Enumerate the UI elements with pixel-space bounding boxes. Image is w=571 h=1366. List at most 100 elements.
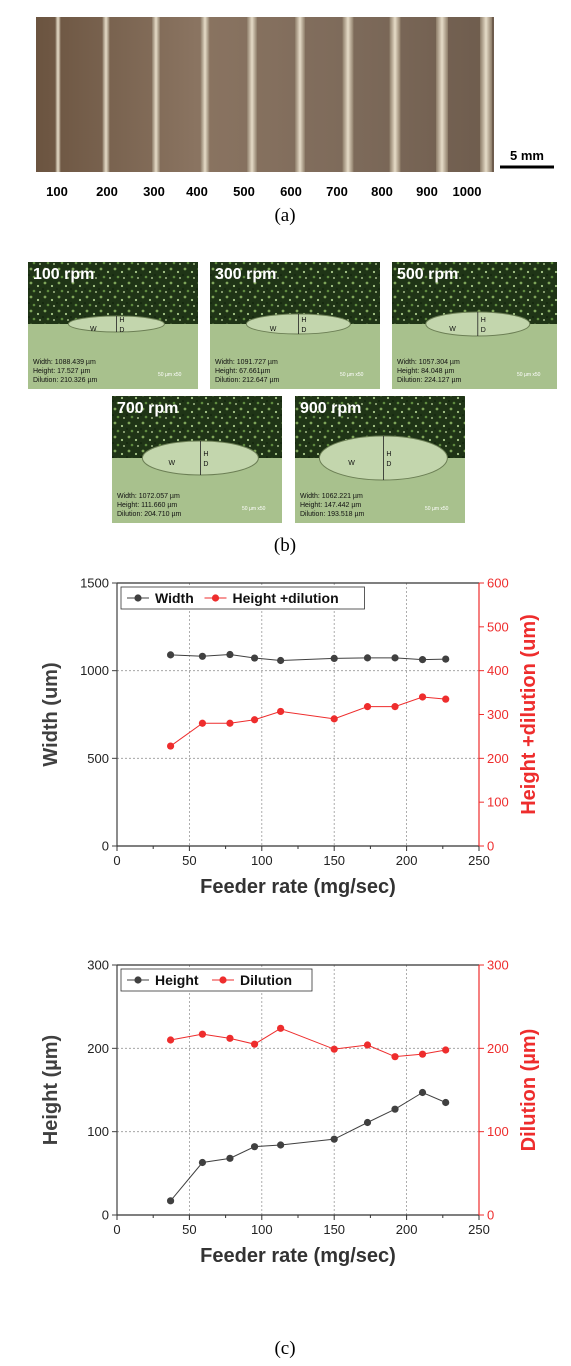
rpm-number-label: 1000 xyxy=(453,184,482,199)
x-tick-label: 0 xyxy=(113,1222,120,1237)
data-point xyxy=(363,703,372,711)
clad-beads xyxy=(55,17,492,172)
micrograph-measurement: Height: 147.442 µm xyxy=(300,502,361,509)
grid xyxy=(117,583,479,846)
y-tick-label-right: 0 xyxy=(487,1208,494,1223)
y-tick-label-right: 200 xyxy=(487,751,509,766)
micrograph-label: 900 rpm xyxy=(300,400,361,417)
clad-bead xyxy=(342,17,354,172)
y-tick-label-left: 0 xyxy=(102,839,109,854)
scale-bar-label: 5 mm xyxy=(510,148,544,163)
x-tick-label: 150 xyxy=(323,1222,345,1237)
data-point xyxy=(250,654,259,662)
y-tick-label-left: 300 xyxy=(87,958,109,973)
x-tick-label: 50 xyxy=(182,1222,196,1237)
y-tick-label-right: 100 xyxy=(487,795,509,810)
micrograph: 100 rpm HD W Width: 1088.439 µm Height: 17.5… xyxy=(28,262,198,389)
x-tick-label: 200 xyxy=(396,1222,418,1237)
y-tick-label-left: 100 xyxy=(87,1124,109,1139)
clad-bead xyxy=(436,17,448,172)
marker-d: D xyxy=(203,461,208,468)
marker-w: W xyxy=(270,326,277,333)
data-point xyxy=(391,1105,399,1113)
panel-a: 5 mm 100 200 300 400 500 600 700 800 900 1000 (a) xyxy=(36,17,554,226)
grid xyxy=(117,965,479,1215)
y-axis-label-left: Width (um) xyxy=(40,662,62,766)
x-tick-label: 100 xyxy=(251,853,273,868)
micrograph-measurement: Dilution: 193.518 µm xyxy=(300,511,365,518)
data-point xyxy=(442,695,450,703)
data-point xyxy=(198,1158,207,1167)
micrograph-label: 700 rpm xyxy=(117,400,178,417)
legend-box xyxy=(120,586,365,610)
y-tick-label-left: 0 xyxy=(102,1208,109,1223)
y-tick-label-right: 100 xyxy=(487,1124,509,1139)
clad-bead xyxy=(200,17,210,172)
series-line xyxy=(170,654,446,661)
rpm-number-label: 800 xyxy=(371,184,393,199)
data-point xyxy=(330,654,338,662)
rpm-number-label: 500 xyxy=(233,184,255,199)
x-tick-label: 250 xyxy=(468,1222,490,1237)
micrograph-measurement: Width: 1091.727 µm xyxy=(215,359,278,366)
legend-marker xyxy=(219,976,227,984)
legend-marker xyxy=(134,976,142,984)
data-point xyxy=(442,1046,450,1054)
marker-h: H xyxy=(386,451,391,458)
micrograph-substrate xyxy=(28,324,198,389)
caption-a: (a) xyxy=(274,205,295,226)
clad-bead xyxy=(102,17,110,172)
micrograph-scale: 50 µm x50 xyxy=(158,372,182,378)
data-point xyxy=(166,1036,175,1044)
legend-label: Width xyxy=(155,590,194,606)
clad-bead xyxy=(152,17,160,172)
y-tick-label-right: 300 xyxy=(487,707,509,722)
data-point xyxy=(363,1118,372,1127)
micrograph-measurement: Height: 111.660 µm xyxy=(117,502,177,509)
data-point xyxy=(442,655,450,663)
x-tick-label: 0 xyxy=(113,853,120,868)
x-tick-label: 250 xyxy=(468,853,490,868)
legend: Height Dilution xyxy=(120,968,313,992)
caption-b: (b) xyxy=(274,535,296,556)
data-point xyxy=(442,1098,450,1107)
rpm-number-label: 700 xyxy=(326,184,348,199)
marker-h: H xyxy=(301,317,306,324)
clad-bead xyxy=(247,17,257,172)
micrograph-label: 100 rpm xyxy=(33,266,94,283)
micrograph-measurement: Width: 1057.304 µm xyxy=(397,359,460,366)
rpm-number-label: 100 xyxy=(46,184,68,199)
micrograph: 700 rpm HD W Width: 1072.057 µm Height: 111.… xyxy=(112,396,282,523)
micrograph-measurement: Dilution: 212.647 µm xyxy=(215,377,280,384)
data-point xyxy=(250,1143,259,1151)
marker-d: D xyxy=(481,327,486,334)
legend-label: Dilution xyxy=(240,972,292,988)
marker-h: H xyxy=(481,317,486,324)
legend-label: Height +dilution xyxy=(233,590,339,606)
data-point xyxy=(391,703,399,711)
micrograph-measurement: Width: 1062.221 µm xyxy=(300,493,363,500)
data-point xyxy=(418,1088,427,1097)
rpm-number-labels: 100 200 300 400 500 600 700 800 900 1000 xyxy=(46,184,481,199)
data-point xyxy=(166,742,175,750)
marker-d: D xyxy=(301,327,306,334)
data-point xyxy=(418,693,427,701)
chart-height-dilution: 0 50 100 150 200 25001002003000100200300Feede… xyxy=(40,958,540,1268)
data-point xyxy=(277,707,285,716)
data-point xyxy=(330,715,338,723)
micrograph-measurement: Height: 17.527 µm xyxy=(33,368,91,375)
y-tick-label-left: 1500 xyxy=(80,576,109,591)
marker-h: H xyxy=(203,451,208,458)
y-tick-label-left: 1000 xyxy=(80,663,109,678)
micrograph-measurement: Dilution: 204.710 µm xyxy=(117,511,182,518)
y-tick-label-left: 200 xyxy=(87,1041,109,1056)
x-tick-label: 150 xyxy=(323,853,345,868)
x-tick-label: 50 xyxy=(182,853,196,868)
micrograph: 300 rpm HD W Width: 1091.727 µm Height: 67.6… xyxy=(210,262,380,389)
rpm-number-label: 300 xyxy=(143,184,165,199)
data-point xyxy=(250,1040,259,1048)
micrograph-top-layer xyxy=(28,262,198,324)
y-tick-label-right: 500 xyxy=(487,619,509,634)
micrograph-measurement: Height: 67.661µm xyxy=(215,368,271,375)
